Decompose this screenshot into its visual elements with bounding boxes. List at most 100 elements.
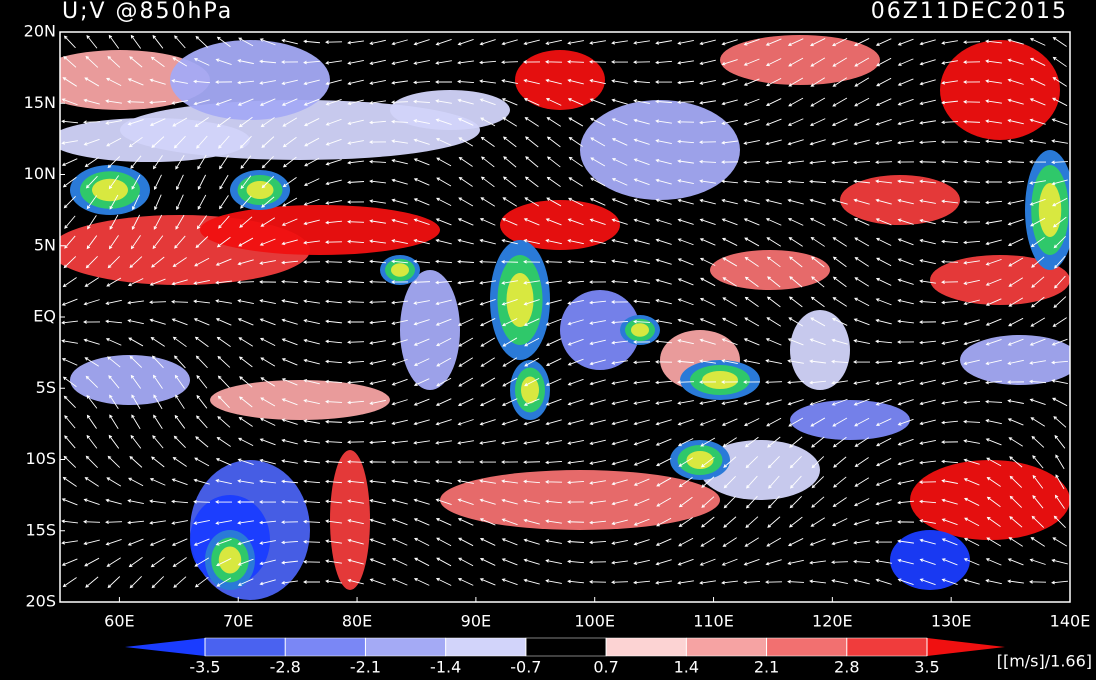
wind-vector xyxy=(545,239,562,245)
wind-vector xyxy=(789,436,803,448)
wind-vector xyxy=(369,538,386,546)
wind-vector xyxy=(567,338,584,346)
wind-vector xyxy=(458,197,474,207)
wind-vector xyxy=(435,259,453,264)
wind-vector xyxy=(963,578,980,585)
wind-vector xyxy=(281,60,299,64)
wind-vector xyxy=(633,299,650,304)
wind-vector xyxy=(854,297,870,307)
wind-vector xyxy=(854,477,870,487)
wind-vector xyxy=(765,399,782,406)
wind-vector xyxy=(325,539,342,544)
wind-vector xyxy=(1031,435,1045,448)
wind-vector xyxy=(347,180,365,185)
wind-vector xyxy=(853,318,870,326)
wind-vector xyxy=(457,79,475,84)
wind-vector xyxy=(435,518,452,526)
wind-vector xyxy=(1007,199,1024,205)
wind-vector xyxy=(1052,317,1067,327)
wind-vector xyxy=(677,580,694,585)
wind-vector xyxy=(175,174,184,191)
wind-vector xyxy=(523,299,540,306)
wind-vector xyxy=(259,59,277,64)
wind-vector xyxy=(436,357,452,367)
wind-vector xyxy=(391,419,408,426)
wind-vector xyxy=(699,120,717,125)
wind-vector xyxy=(457,398,474,407)
wind-vector xyxy=(986,537,1002,547)
wind-vector xyxy=(152,34,164,49)
wind-vector xyxy=(347,219,365,224)
wind-vector xyxy=(567,259,585,264)
wind-vector xyxy=(545,378,562,386)
x-tick-label: 110E xyxy=(693,612,734,631)
wind-vector xyxy=(765,98,782,107)
wind-vector xyxy=(171,299,189,304)
wind-vector xyxy=(545,559,562,564)
wind-vector xyxy=(590,157,606,167)
wind-vector xyxy=(611,98,628,105)
wind-vector xyxy=(677,400,694,405)
wind-vector xyxy=(62,577,77,588)
wind-vector xyxy=(1055,474,1065,490)
wind-vector xyxy=(589,218,606,225)
contour-region xyxy=(60,118,250,162)
wind-vector xyxy=(149,278,166,286)
wind-vector xyxy=(546,176,561,187)
colorbar-label: 2.1 xyxy=(754,658,779,677)
wind-vector xyxy=(721,99,738,106)
wind-vector xyxy=(281,218,298,226)
wind-vector xyxy=(1007,58,1024,65)
wind-vector xyxy=(677,380,695,385)
wind-vector xyxy=(832,297,847,307)
wind-vector xyxy=(479,440,496,445)
wind-vector xyxy=(723,456,737,468)
wind-vector xyxy=(1051,360,1069,365)
wind-vector xyxy=(61,119,79,124)
wind-vector xyxy=(787,380,805,385)
wind-vector xyxy=(743,160,761,165)
wind-vector xyxy=(216,577,232,587)
wind-vector xyxy=(810,296,825,308)
wind-vector xyxy=(941,359,958,365)
wind-vector xyxy=(325,299,343,304)
wind-vector xyxy=(655,258,672,265)
wind-vector xyxy=(325,419,343,424)
wind-vector xyxy=(611,238,628,245)
wind-vector xyxy=(413,378,430,386)
wind-vector xyxy=(281,479,299,484)
wind-vector xyxy=(875,118,892,126)
wind-vector xyxy=(789,276,803,288)
wind-vector xyxy=(391,80,408,85)
wind-vector xyxy=(86,235,98,250)
wind-vector xyxy=(219,155,229,170)
y-tick-label: 20S xyxy=(25,592,56,611)
y-tick-label: EQ xyxy=(33,307,56,326)
wind-vector xyxy=(941,578,958,585)
wind-vector xyxy=(810,256,825,268)
wind-vector xyxy=(589,439,606,446)
wind-vector xyxy=(633,178,650,186)
wind-vector xyxy=(963,260,980,265)
wind-vector xyxy=(678,496,693,508)
wind-vector xyxy=(149,300,167,305)
wind-vector xyxy=(853,578,870,585)
wind-vector xyxy=(502,337,518,347)
wind-vector xyxy=(699,79,716,85)
wind-vector xyxy=(86,394,98,409)
wind-vector xyxy=(63,256,77,269)
wind-vector xyxy=(1029,180,1046,185)
wind-vector xyxy=(1031,256,1045,268)
wind-vector xyxy=(480,197,496,207)
wind-vector xyxy=(479,498,496,505)
wind-vector xyxy=(85,455,98,468)
wind-vector xyxy=(64,435,76,449)
wind-vector xyxy=(193,99,210,106)
wind-vector xyxy=(875,298,892,306)
wind-vector xyxy=(677,218,694,225)
wind-vector xyxy=(413,577,430,586)
contour-region xyxy=(515,50,605,110)
wind-vector xyxy=(743,580,761,585)
wind-vector xyxy=(832,57,848,67)
